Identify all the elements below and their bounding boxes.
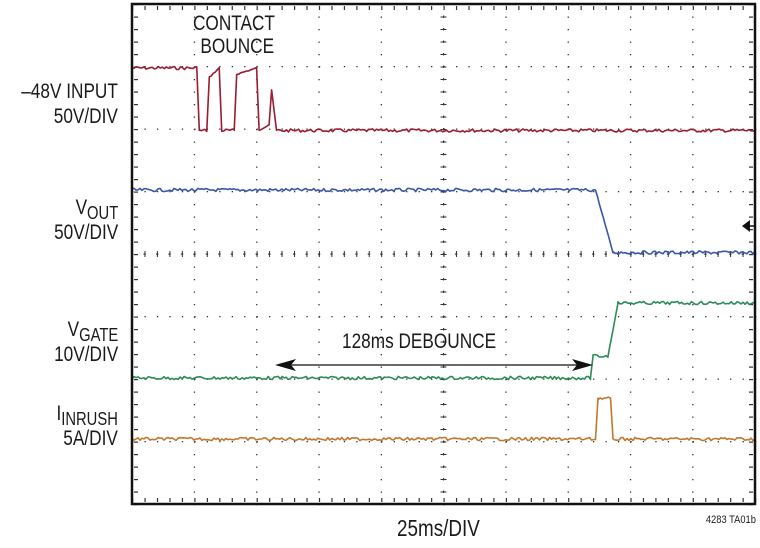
vout-channel-scale: 50V/DIV xyxy=(53,221,118,244)
trace-vout xyxy=(131,187,756,255)
grid xyxy=(131,3,757,506)
iinrush-channel-scale: 5A/DIV xyxy=(63,427,118,450)
trace-iinrush xyxy=(131,396,756,442)
figure-id: 4283 TA01b xyxy=(705,514,756,526)
trace-vgate xyxy=(131,300,756,381)
timebase-label: 25ms/DIV xyxy=(397,515,480,541)
vgate-channel-label: VGATE 10V/DIV xyxy=(54,318,118,366)
input-channel-label: –48V INPUT 50V/DIV xyxy=(21,80,118,128)
input-channel-scale: 50V/DIV xyxy=(53,105,118,128)
debounce-arrow xyxy=(275,359,593,371)
contact-bounce-line2: BOUNCE xyxy=(200,35,275,58)
trace-48v-input xyxy=(131,65,756,133)
reference-marker-icon xyxy=(742,220,755,232)
contact-bounce-annotation: CONTACT BOUNCE xyxy=(193,12,275,58)
iinrush-channel-name: IINRUSH xyxy=(56,402,118,429)
debounce-annotation: 128ms DEBOUNCE xyxy=(342,330,497,353)
vout-channel-name: VOUT xyxy=(75,196,118,223)
vgate-channel-scale: 10V/DIV xyxy=(53,343,118,366)
vgate-channel-name: VGATE xyxy=(67,318,118,345)
contact-bounce-line1: CONTACT xyxy=(193,12,275,35)
vout-channel-label: VOUT 50V/DIV xyxy=(54,196,118,244)
traces xyxy=(131,65,756,442)
iinrush-channel-label: IINRUSH 5A/DIV xyxy=(57,402,118,450)
plot-frame xyxy=(130,2,757,506)
input-channel-name: –48V INPUT xyxy=(21,80,118,103)
